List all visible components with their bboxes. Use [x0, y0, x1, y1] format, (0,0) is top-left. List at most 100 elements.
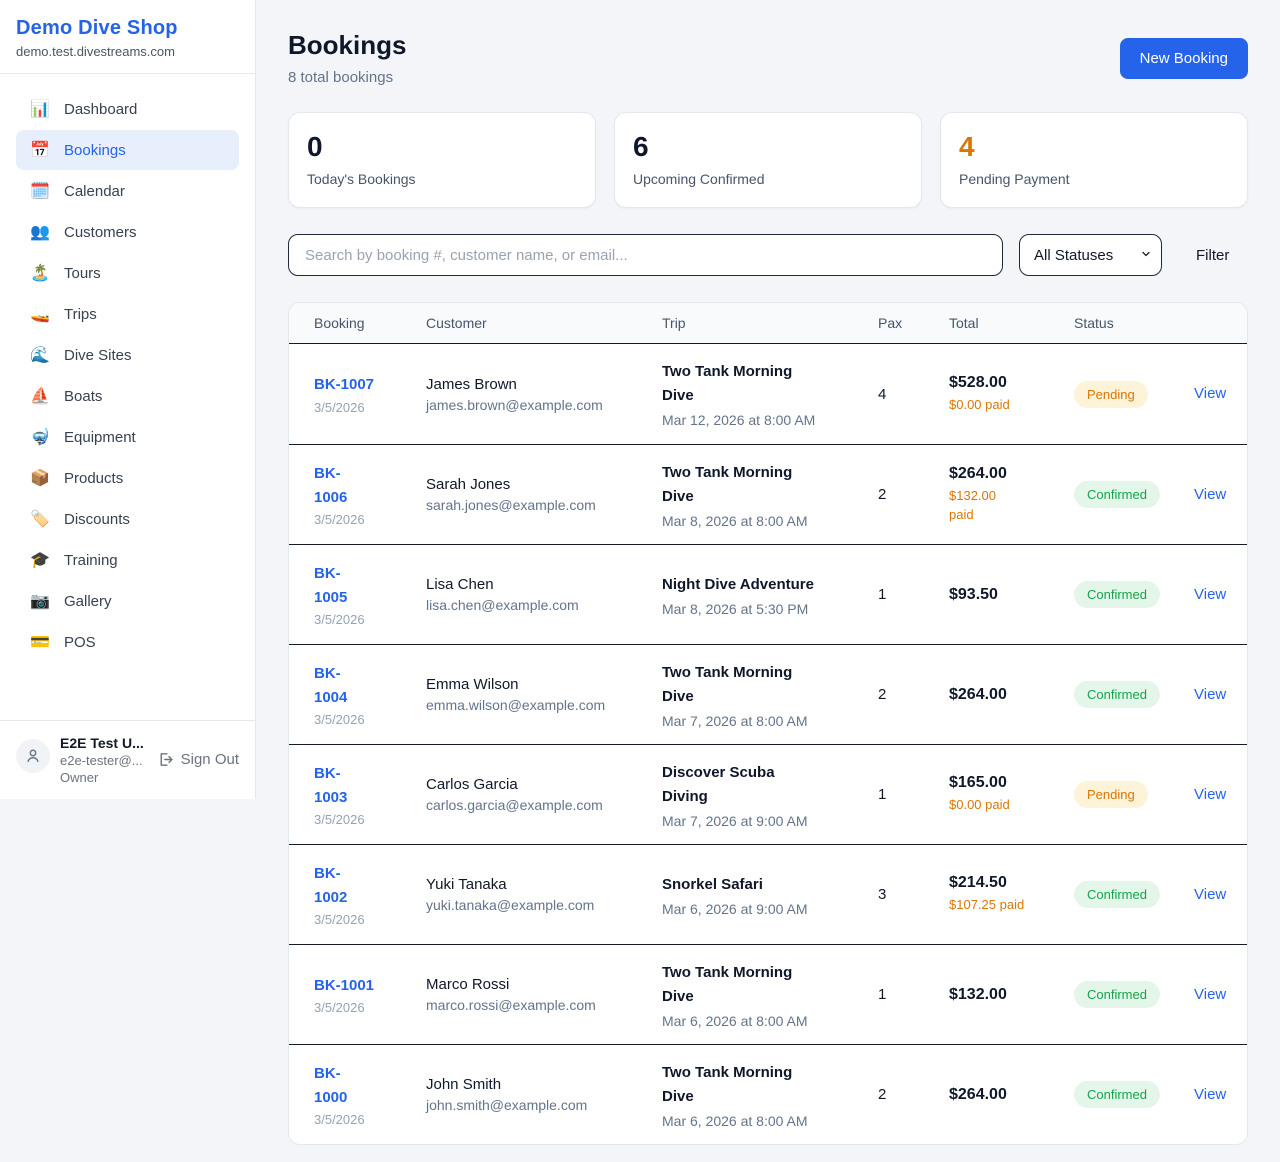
view-link[interactable]: View	[1194, 385, 1227, 402]
user-name: E2E Test U...	[60, 735, 144, 751]
sidebar-item-boats[interactable]: ⛵ Boats	[16, 376, 239, 416]
search-input[interactable]	[288, 234, 1003, 276]
amount-paid: $0.00 paid	[949, 396, 1010, 412]
customer-email: carlos.garcia@example.com	[426, 797, 603, 813]
column-header-customer: Customer	[426, 315, 487, 331]
view-link[interactable]: View	[1194, 1085, 1227, 1103]
total-amount: $264.00	[949, 464, 1007, 482]
sidebar-item-bookings[interactable]: 📅 Bookings	[16, 130, 239, 170]
table-row: BK- 1004 3/5/2026 Emma Wilson emma.wilson@e…	[289, 644, 1247, 744]
customer-email: yuki.tanaka@example.com	[426, 897, 595, 913]
sidebar-item-label: Gallery	[64, 592, 112, 610]
actions-cell: View	[1194, 1086, 1230, 1104]
sidebar-item-gallery[interactable]: 📷 Gallery	[16, 581, 239, 621]
sidebar-item-equipment[interactable]: 🤿 Equipment	[16, 417, 239, 457]
stat-value: 6	[633, 131, 649, 162]
status-badge: Confirmed	[1074, 481, 1160, 508]
trip-cell: Two Tank Morning Dive Mar 12, 2026 at 8:0…	[662, 360, 878, 428]
table-row: BK-1001 3/5/2026 Marco Rossi marco.rossi@ex…	[289, 944, 1247, 1044]
booking-number-link[interactable]: BK- 1006	[314, 465, 348, 506]
trip-cell: Two Tank Morning Dive Mar 6, 2026 at 8:00…	[662, 1061, 878, 1129]
booking-number-link[interactable]: BK-1007	[314, 376, 375, 394]
sidebar-item-tours[interactable]: 🏝️ Tours	[16, 253, 239, 293]
column-header-pax: Pax	[878, 315, 903, 331]
booking-cell: BK-1007 3/5/2026	[314, 373, 426, 414]
user-meta: E2E Test U... e2e-tester@... Owner	[60, 735, 144, 785]
filter-button[interactable]: Filter	[1182, 239, 1243, 272]
booking-number-link[interactable]: BK- 1004	[314, 665, 348, 706]
view-link[interactable]: View	[1194, 785, 1227, 803]
booking-number-link[interactable]: BK- 1003	[314, 765, 348, 806]
sidebar-item-label: Bookings	[64, 141, 126, 159]
column-header-status: Status	[1074, 315, 1114, 331]
booking-date: 3/5/2026	[314, 811, 365, 827]
booking-cell: BK- 1002 3/5/2026	[314, 862, 426, 927]
discounts-icon: 🏷️	[30, 511, 50, 528]
customer-name: Lisa Chen	[426, 576, 494, 593]
customer-name: John Smith	[426, 1076, 502, 1093]
sidebar-item-customers[interactable]: 👥 Customers	[16, 212, 239, 252]
tours-icon: 🏝️	[30, 265, 50, 282]
amount-paid: $132.00 paid	[949, 487, 996, 522]
total-cell: $264.00 $132.00 paid	[949, 465, 1074, 525]
total-cell: $264.00	[949, 686, 1074, 704]
sidebar-item-label: Trips	[64, 305, 97, 323]
table-row: BK- 1002 3/5/2026 Yuki Tanaka yuki.tanaka@e…	[289, 844, 1247, 944]
trip-cell: Snorkel Safari Mar 6, 2026 at 9:00 AM	[662, 873, 878, 917]
stat-label: Upcoming Confirmed	[633, 171, 765, 187]
trip-datetime: Mar 6, 2026 at 8:00 AM	[662, 1012, 808, 1029]
bookings-icon: 📅	[30, 142, 50, 159]
status-cell: Confirmed	[1074, 981, 1194, 1008]
sidebar-item-pos[interactable]: 💳 POS	[16, 622, 239, 662]
sidebar-item-dashboard[interactable]: 📊 Dashboard	[16, 89, 239, 129]
view-link[interactable]: View	[1194, 885, 1227, 903]
stat-label: Pending Payment	[959, 171, 1070, 187]
booking-number-link[interactable]: BK-1001	[314, 976, 375, 994]
booking-date: 3/5/2026	[314, 399, 365, 415]
status-badge: Confirmed	[1074, 1081, 1160, 1108]
actions-cell: View	[1194, 986, 1230, 1004]
customer-name: Marco Rossi	[426, 976, 510, 993]
sign-out-button[interactable]: Sign Out	[157, 751, 239, 768]
booking-date: 3/5/2026	[314, 611, 365, 627]
sidebar-item-label: Products	[64, 469, 124, 487]
user-role: Owner	[60, 770, 99, 785]
sidebar-item-products[interactable]: 📦 Products	[16, 458, 239, 498]
sidebar-item-label: Customers	[64, 223, 137, 241]
booking-number-link[interactable]: BK- 1000	[314, 1065, 348, 1106]
column-header-total: Total	[949, 315, 979, 331]
pax-cell: 2	[878, 486, 887, 503]
sidebar-item-training[interactable]: 🎓 Training	[16, 540, 239, 580]
user-box: E2E Test U... e2e-tester@... Owner Sign …	[0, 720, 255, 799]
status-badge: Pending	[1074, 781, 1148, 808]
actions-cell: View	[1194, 586, 1230, 604]
customer-email: sarah.jones@example.com	[426, 497, 596, 513]
bookings-table: Booking Customer Trip Pax Total Status BK-100…	[288, 302, 1248, 1145]
sidebar-item-calendar[interactable]: 🗓️ Calendar	[16, 171, 239, 211]
total-amount: $93.50	[949, 585, 998, 603]
sidebar-item-trips[interactable]: 🚤 Trips	[16, 294, 239, 334]
trip-datetime: Mar 8, 2026 at 5:30 PM	[662, 600, 809, 617]
table-row: BK- 1003 3/5/2026 Carlos Garcia carlos.garc…	[289, 744, 1247, 844]
stat-card-2: 4 Pending Payment	[940, 112, 1248, 208]
customer-email: john.smith@example.com	[426, 1097, 588, 1113]
booking-number-link[interactable]: BK- 1002	[314, 865, 348, 906]
booking-number-link[interactable]: BK- 1005	[314, 565, 348, 606]
page-title: Bookings	[288, 30, 407, 60]
view-link[interactable]: View	[1194, 685, 1227, 703]
stat-value: 4	[959, 131, 975, 162]
status-select[interactable]: All Statuses	[1019, 234, 1162, 276]
view-link[interactable]: View	[1194, 485, 1227, 503]
sidebar-item-discounts[interactable]: 🏷️ Discounts	[16, 499, 239, 539]
new-booking-button[interactable]: New Booking	[1119, 38, 1248, 79]
customer-name: Emma Wilson	[426, 676, 519, 693]
trips-icon: 🚤	[30, 306, 50, 323]
page-subtitle: 8 total bookings	[288, 69, 394, 86]
sidebar-item-dive-sites[interactable]: 🌊 Dive Sites	[16, 335, 239, 375]
total-amount: $132.00	[949, 985, 1007, 1003]
view-link[interactable]: View	[1194, 985, 1227, 1003]
booking-date: 3/5/2026	[314, 711, 365, 727]
sidebar: Demo Dive Shop demo.test.divestreams.com…	[0, 0, 256, 799]
status-badge: Confirmed	[1074, 981, 1160, 1008]
view-link[interactable]: View	[1194, 585, 1227, 603]
